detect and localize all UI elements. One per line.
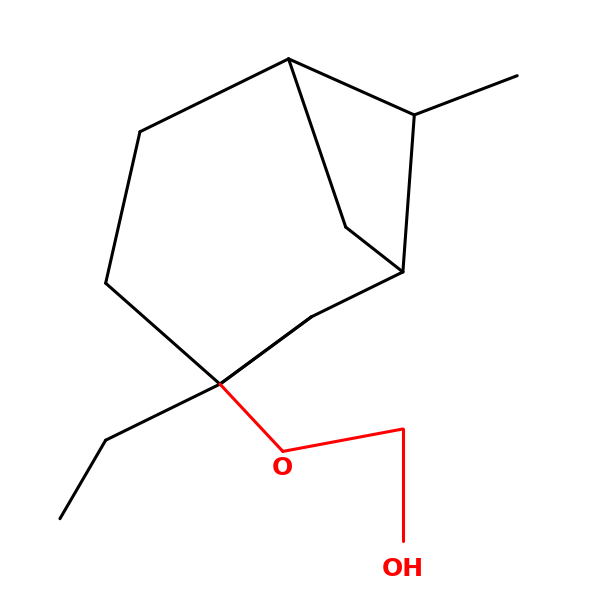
Text: O: O: [272, 456, 293, 480]
Text: OH: OH: [382, 557, 424, 581]
